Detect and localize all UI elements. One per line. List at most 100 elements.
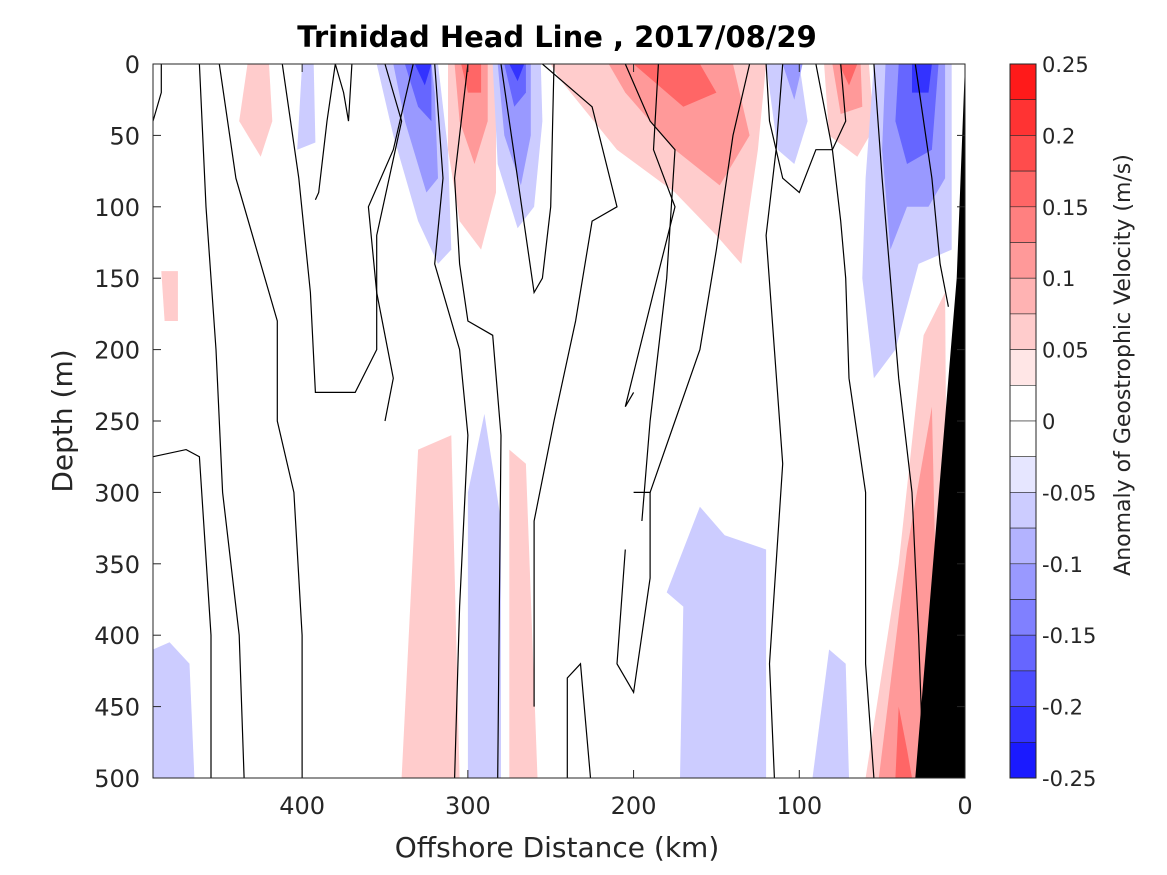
- colorbar-tick-label: 0.2: [1042, 124, 1075, 148]
- velocity-region-27: [666, 506, 767, 778]
- colorbar-tick-label: 0.1: [1042, 267, 1075, 291]
- x-tick-label: 0: [957, 792, 972, 820]
- velocity-region-13: [633, 64, 717, 107]
- zero-contour-0: [153, 64, 162, 122]
- colorbar-segment: [1009, 420, 1037, 458]
- colorbar-tick-label: 0.25: [1042, 53, 1089, 77]
- zero-contour-5: [334, 64, 353, 122]
- y-tick-label: 250: [94, 408, 140, 436]
- colorbar-label: Anomaly of Geostrophic Velocity (m/s): [1111, 154, 1136, 576]
- velocity-region-26: [912, 64, 932, 93]
- y-tick-label: 100: [94, 194, 140, 222]
- velocity-region-9: [504, 64, 526, 107]
- velocity-region-12: [608, 64, 750, 186]
- colorbar-segment: [1009, 349, 1037, 386]
- colorbar-ticks: 0.25 0.2 0.15 0.1 0.05 0 -0.05 -0.1 -0.15 -0.2 -0.…: [1042, 53, 1096, 791]
- velocity-region-10: [509, 64, 525, 82]
- plot-area: [152, 63, 966, 779]
- y-tick-label: 200: [94, 337, 140, 365]
- velocity-region-31: [812, 649, 849, 778]
- colorbar-segment: [1009, 63, 1037, 101]
- colorbar-segment: [1009, 99, 1037, 136]
- zero-contour-8: [434, 64, 469, 778]
- zero-contour-6: [314, 64, 336, 200]
- colorbar: [1009, 63, 1037, 779]
- zero-contour-13: [624, 64, 676, 522]
- colorbar-tick-label: -0.15: [1042, 624, 1096, 648]
- zero-contour-11: [566, 662, 592, 778]
- colorbar-segment: [1009, 170, 1037, 208]
- colorbar-segment: [1009, 492, 1037, 529]
- zero-contour-15: [616, 491, 651, 695]
- velocity-region-17: [153, 642, 195, 778]
- zero-contour-4: [281, 64, 403, 393]
- colorbar-segment: [1009, 313, 1037, 350]
- bathymetry-shape: [915, 64, 965, 778]
- zero-contour-18: [765, 64, 784, 778]
- colorbar-segment: [1009, 706, 1037, 743]
- colorbar-tick-label: -0.1: [1042, 553, 1083, 577]
- x-axis-ticks: 400 300 200 100 0: [279, 64, 973, 820]
- zero-contour-12: [533, 64, 618, 707]
- zero-contour-19: [815, 64, 875, 778]
- y-tick-label: 350: [94, 551, 140, 579]
- colorbar-tick-label: -0.2: [1042, 696, 1083, 720]
- velocity-region-14: [239, 64, 273, 157]
- colorbar-tick-label: 0.05: [1042, 339, 1089, 363]
- zero-contour-10: [500, 64, 555, 295]
- x-tick-label: 100: [776, 792, 822, 820]
- velocity-region-22: [839, 64, 858, 86]
- velocity-region-30: [509, 449, 538, 778]
- colorbar-tick-label: -0.05: [1042, 481, 1096, 505]
- y-axis-label: Depth (m): [46, 349, 79, 492]
- velocity-region-34: [895, 706, 912, 778]
- y-tick-label: 50: [109, 122, 140, 150]
- y-tick-label: 450: [94, 694, 140, 722]
- y-tick-label: 500: [94, 765, 140, 793]
- zero-contour-9: [453, 64, 502, 778]
- chart-title: Trinidad Head Line , 2017/08/29: [297, 20, 817, 54]
- x-axis-label: Offshore Distance (km): [395, 831, 720, 864]
- colorbar-segment: [1009, 206, 1037, 243]
- velocity-region-29: [401, 435, 460, 778]
- velocity-region-16: [161, 271, 178, 321]
- x-tick-label: 400: [279, 792, 325, 820]
- x-tick-label: 200: [611, 792, 657, 820]
- zero-contour-2: [198, 64, 245, 778]
- zero-contour-20: [873, 64, 925, 778]
- velocity-region-15: [297, 64, 316, 150]
- velocity-region-6: [461, 64, 482, 93]
- colorbar-frame: [1009, 63, 1037, 779]
- colorbar-tick-label: -0.25: [1042, 767, 1096, 791]
- y-tick-label: 150: [94, 265, 140, 293]
- zero-contour-7: [367, 64, 414, 422]
- zero-contour-3: [218, 64, 303, 778]
- zero-contour-14: [624, 64, 676, 408]
- bathymetry: [915, 64, 965, 778]
- colorbar-segment: [1009, 242, 1037, 279]
- zero-contour-16: [649, 64, 751, 493]
- contour-lines: [153, 64, 949, 778]
- colorbar-segment: [1009, 670, 1037, 707]
- y-axis-ticks: 0 50 100 150 200 250 300 350 400 450 500: [94, 51, 965, 793]
- zero-contour-1: [153, 448, 212, 778]
- velocity-region-28: [467, 413, 501, 778]
- zero-contour-17: [765, 64, 847, 194]
- y-tick-label: 0: [125, 51, 140, 79]
- colorbar-segment: [1009, 456, 1037, 493]
- velocity-region-3: [414, 64, 432, 86]
- velocity-region-19: [782, 64, 803, 100]
- colorbar-segment: [1009, 135, 1037, 172]
- y-tick-label: 300: [94, 479, 140, 507]
- colorbar-segment: [1009, 563, 1037, 600]
- colorbar-segment: [1009, 527, 1037, 565]
- colorbar-segment: [1009, 384, 1037, 422]
- zero-contour-21: [914, 64, 949, 307]
- colorbar-tick-label: 0: [1042, 410, 1055, 434]
- colorbar-segment: [1009, 599, 1037, 636]
- colorbar-segment: [1009, 741, 1037, 779]
- colorbar-segment: [1009, 277, 1037, 315]
- y-tick-label: 400: [94, 622, 140, 650]
- colorbar-segment: [1009, 634, 1037, 672]
